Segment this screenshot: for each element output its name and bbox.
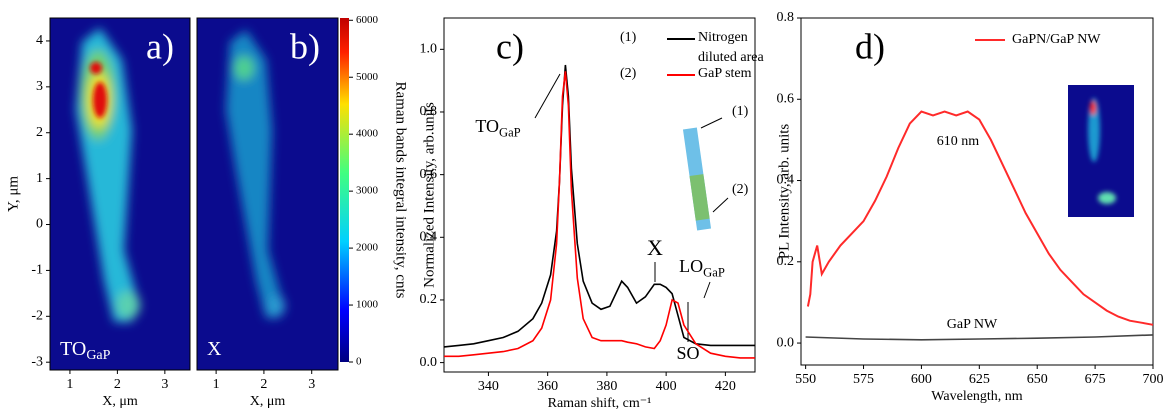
y-tick-label: 0.6 <box>777 91 795 106</box>
y-tick-label: -1 <box>31 263 43 278</box>
x-tick-label: 340 <box>478 379 499 394</box>
annotation-text: X <box>207 338 222 360</box>
inset-wire <box>682 127 712 231</box>
y-axis-label: Normalized Intensity, arb.units <box>421 102 437 288</box>
plot-frame <box>443 17 756 373</box>
annotation-sub: GaP <box>86 348 110 363</box>
plot-frame <box>800 17 1154 366</box>
y-tick-label: 1.0 <box>420 42 438 57</box>
annotation: TOGaP <box>475 116 520 139</box>
x-tick-label: 625 <box>969 372 990 387</box>
annotation-text: X <box>647 235 663 260</box>
x-tick-label: 360 <box>537 379 558 394</box>
annotation: 610 nm <box>937 134 980 149</box>
heatmap-core <box>90 62 107 118</box>
y-tick-label: 0 <box>36 217 43 232</box>
heatmap-blob <box>226 30 285 318</box>
colorbar-tick-label: 2000 <box>356 242 379 254</box>
annotation: TOGaP <box>60 338 111 364</box>
annotation-arrows <box>534 73 729 342</box>
x-tick-label: 600 <box>911 372 932 387</box>
series-label: GaP NW <box>947 317 998 332</box>
x-axis-label: X, μm <box>102 394 138 409</box>
y-tick-label: 0.8 <box>777 10 795 25</box>
panel-label: a) <box>146 26 174 66</box>
x-tick-label: 1 <box>66 377 73 392</box>
x-tick-label: 380 <box>596 379 617 394</box>
x-tick-label: 700 <box>1143 372 1164 387</box>
y-tick-label: 0.4 <box>420 230 438 245</box>
annotation: LOGaP <box>679 256 725 279</box>
x-axis-label: X, μm <box>250 394 286 409</box>
legend-marker: (1) <box>620 30 637 45</box>
series-line <box>443 64 755 348</box>
x-tick-label: 550 <box>795 372 816 387</box>
x-tick-label: 1 <box>213 377 220 392</box>
plot-frame <box>196 17 339 371</box>
y-tick-label: -2 <box>31 309 43 324</box>
x-tick-label: 675 <box>1085 372 1106 387</box>
annotation-text: TO <box>60 338 86 360</box>
x-tick-label: 2 <box>114 377 121 392</box>
x-tick-label: 2 <box>260 377 267 392</box>
colorbar-tick-label: 3000 <box>356 185 379 197</box>
colorbar-tick-label: 6000 <box>356 14 379 26</box>
annotation-sub: GaP <box>499 125 521 139</box>
legend-label: GaPN/GaP NW <box>1012 32 1101 47</box>
annotation: X <box>207 338 222 360</box>
series-line <box>444 71 755 359</box>
series-line <box>805 334 1154 341</box>
x-tick-label: 3 <box>161 377 168 392</box>
y-tick-label: 0.4 <box>777 173 795 188</box>
y-tick-label: 0.2 <box>420 292 438 307</box>
inset-blob <box>1088 98 1116 204</box>
x-tick-label: 420 <box>715 379 736 394</box>
inset-label: (1) <box>732 104 749 119</box>
annotation: SO <box>676 343 699 363</box>
x-tick-label: 575 <box>853 372 874 387</box>
y-tick-label: 3 <box>36 79 43 94</box>
annotation-sub: GaP <box>703 265 725 279</box>
y-tick-label: 1 <box>36 171 43 186</box>
y-tick-label: 0.8 <box>420 104 438 119</box>
y-tick-label: 0.0 <box>777 335 795 350</box>
panel-label: d) <box>855 26 885 66</box>
annotation-text: LO <box>679 256 703 276</box>
y-axis-label: PL Intensity, arb. units <box>776 124 792 260</box>
colorbar <box>340 18 349 362</box>
x-tick-label: 400 <box>656 379 677 394</box>
legend-label: GaP stem <box>698 66 752 81</box>
legend-marker: (2) <box>620 66 637 81</box>
y-tick-label: -3 <box>31 354 43 369</box>
annotation-text: TO <box>475 116 499 136</box>
x-axis-label: Raman shift, cm⁻¹ <box>548 396 652 411</box>
series-line <box>806 110 1154 326</box>
inset-label: (2) <box>732 182 749 197</box>
colorbar-tick-label: 1000 <box>356 299 379 311</box>
x-tick-label: 650 <box>1027 372 1048 387</box>
colorbar-tick-label: 5000 <box>356 71 379 83</box>
plot-frame <box>49 17 191 371</box>
annotation-text: SO <box>676 343 699 363</box>
y-tick-label: 4 <box>36 33 43 48</box>
annotation-text: 610 nm <box>937 134 980 149</box>
x-axis-label: Wavelength, nm <box>931 389 1023 404</box>
y-tick-label: 0.6 <box>420 167 438 182</box>
colorbar-tick-label: 4000 <box>356 128 379 140</box>
legend-label: Nitrogen diluted area <box>698 30 764 65</box>
colorbar-tick-label: 0 <box>356 356 362 368</box>
x-tick-label: 3 <box>308 377 315 392</box>
y-tick-label: 0.0 <box>420 355 438 370</box>
y-axis-label: Y, μm <box>5 176 21 212</box>
panel-label: c) <box>496 26 524 66</box>
panel-label: b) <box>290 26 320 66</box>
annotation: X <box>647 235 663 260</box>
y-tick-label: 0.2 <box>777 254 795 269</box>
y-tick-label: 2 <box>36 125 43 140</box>
colorbar-label: Raman bands integral intensity, cnts <box>393 82 409 299</box>
